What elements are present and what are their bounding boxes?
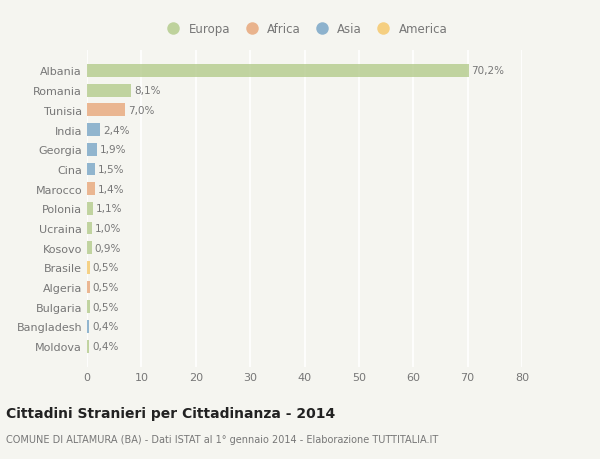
- Bar: [87, 65, 469, 78]
- Text: 7,0%: 7,0%: [128, 106, 154, 116]
- Bar: [87, 104, 125, 117]
- Text: 0,5%: 0,5%: [92, 263, 119, 273]
- Text: 0,5%: 0,5%: [92, 302, 119, 312]
- Text: COMUNE DI ALTAMURA (BA) - Dati ISTAT al 1° gennaio 2014 - Elaborazione TUTTITALI: COMUNE DI ALTAMURA (BA) - Dati ISTAT al …: [6, 434, 438, 444]
- Bar: [87, 183, 95, 196]
- Legend: Europa, Africa, Asia, America: Europa, Africa, Asia, America: [157, 18, 452, 41]
- Bar: [87, 242, 92, 255]
- Text: 2,4%: 2,4%: [103, 125, 129, 135]
- Text: 1,0%: 1,0%: [95, 224, 122, 234]
- Text: 70,2%: 70,2%: [472, 66, 505, 76]
- Bar: [87, 262, 90, 274]
- Text: 1,1%: 1,1%: [96, 204, 122, 214]
- Text: 8,1%: 8,1%: [134, 86, 160, 96]
- Bar: [87, 340, 89, 353]
- Text: 0,4%: 0,4%: [92, 322, 118, 332]
- Text: 1,4%: 1,4%: [97, 184, 124, 194]
- Bar: [87, 320, 89, 333]
- Text: Cittadini Stranieri per Cittadinanza - 2014: Cittadini Stranieri per Cittadinanza - 2…: [6, 406, 335, 420]
- Bar: [87, 163, 95, 176]
- Text: 1,9%: 1,9%: [100, 145, 127, 155]
- Bar: [87, 84, 131, 97]
- Text: 1,5%: 1,5%: [98, 164, 124, 174]
- Text: 0,5%: 0,5%: [92, 282, 119, 292]
- Bar: [87, 281, 90, 294]
- Text: 0,4%: 0,4%: [92, 341, 118, 352]
- Bar: [87, 222, 92, 235]
- Bar: [87, 124, 100, 137]
- Text: 0,9%: 0,9%: [95, 243, 121, 253]
- Bar: [87, 144, 97, 156]
- Bar: [87, 301, 90, 313]
- Bar: [87, 202, 93, 215]
